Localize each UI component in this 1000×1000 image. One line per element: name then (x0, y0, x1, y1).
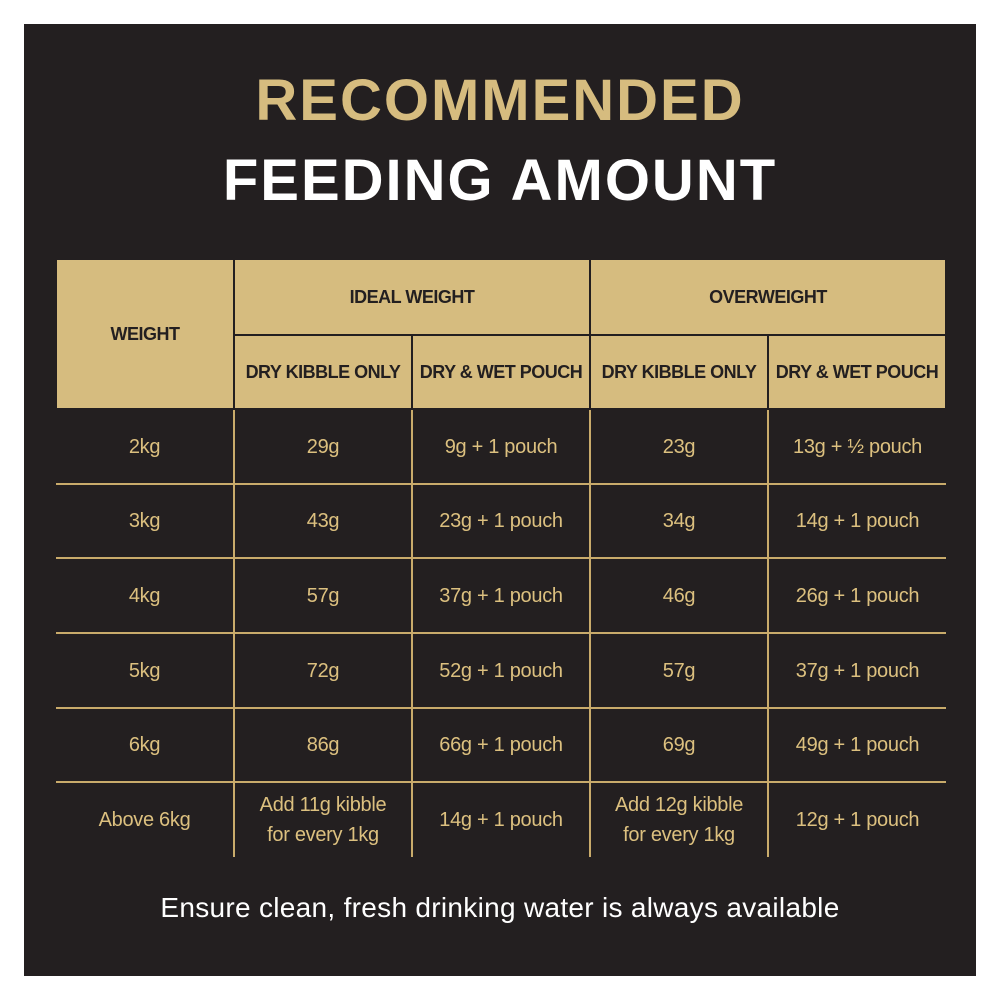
cell: 14g + 1 pouch (410, 781, 591, 857)
cell-line: Add 11g kibble (259, 794, 387, 816)
cell-line: for every 1kg (623, 824, 735, 846)
cell: 37g + 1 pouch (410, 557, 591, 633)
feeding-table: WEIGHT IDEAL WEIGHT OVERWEIGHT DRY KIBBL… (55, 258, 948, 857)
cell: 66g + 1 pouch (410, 707, 591, 782)
table-row: Above 6kg Add 11g kibble for every 1kg 14… (56, 781, 947, 857)
cell-line: Add 12g kibble (614, 794, 744, 816)
subheader: DRY & WET POUCH (410, 334, 592, 410)
cell: 49g + 1 pouch (767, 707, 947, 782)
cell: 57g (589, 632, 769, 708)
cell-weight: 2kg (56, 408, 234, 484)
cell: Add 12g kibble for every 1kg (589, 781, 769, 857)
cell: 9g + 1 pouch (410, 408, 591, 484)
header-overweight: OVERWEIGHT (589, 258, 948, 336)
cell: 12g + 1 pouch (767, 781, 947, 857)
cell: 37g + 1 pouch (767, 632, 947, 708)
header-ideal-weight: IDEAL WEIGHT (232, 258, 592, 336)
cell-weight: 4kg (56, 557, 234, 633)
footer-note: Ensure clean, fresh drinking water is al… (160, 892, 840, 923)
table-row: 5kg 72g 52g + 1 pouch 57g 37g + 1 pouch (56, 632, 947, 708)
cell: 14g + 1 pouch (767, 483, 947, 558)
cell: 34g (589, 483, 769, 558)
cell: 46g (589, 557, 769, 633)
table-row: 4kg 57g 37g + 1 pouch 46g 26g + 1 pouch (56, 557, 947, 633)
cell: 13g + ½ pouch (767, 408, 947, 484)
cell: 52g + 1 pouch (410, 632, 591, 708)
cell: 23g (589, 408, 769, 484)
title-line-2: FEEDING AMOUNT (222, 148, 778, 213)
subheader: DRY KIBBLE ONLY (233, 334, 413, 410)
cell-weight: 6kg (56, 707, 234, 782)
cell: 29g (233, 408, 412, 484)
cell: 57g (233, 557, 412, 633)
cell: 86g (233, 707, 412, 782)
cell: 72g (233, 632, 412, 708)
cell: Add 11g kibble for every 1kg (233, 781, 412, 857)
table-row: 2kg 29g 9g + 1 pouch 23g 13g + ½ pouch (56, 408, 947, 484)
table-row: 6kg 86g 66g + 1 pouch 69g 49g + 1 pouch (56, 707, 947, 782)
cell: 26g + 1 pouch (767, 557, 947, 633)
header-weight: WEIGHT (55, 258, 235, 410)
cell-weight: 5kg (56, 632, 234, 708)
cell: 23g + 1 pouch (410, 483, 591, 558)
subheader: DRY KIBBLE ONLY (589, 334, 770, 410)
cell-weight: 3kg (56, 483, 234, 558)
cell-line: for every 1kg (267, 824, 379, 846)
subheader: DRY & WET POUCH (767, 334, 948, 410)
cell: 43g (233, 483, 412, 558)
title-line-1: RECOMMENDED (255, 68, 745, 133)
cell: 69g (589, 707, 769, 782)
table-row: 3kg 43g 23g + 1 pouch 34g 14g + 1 pouch (56, 483, 947, 558)
cell-weight: Above 6kg (56, 781, 234, 857)
